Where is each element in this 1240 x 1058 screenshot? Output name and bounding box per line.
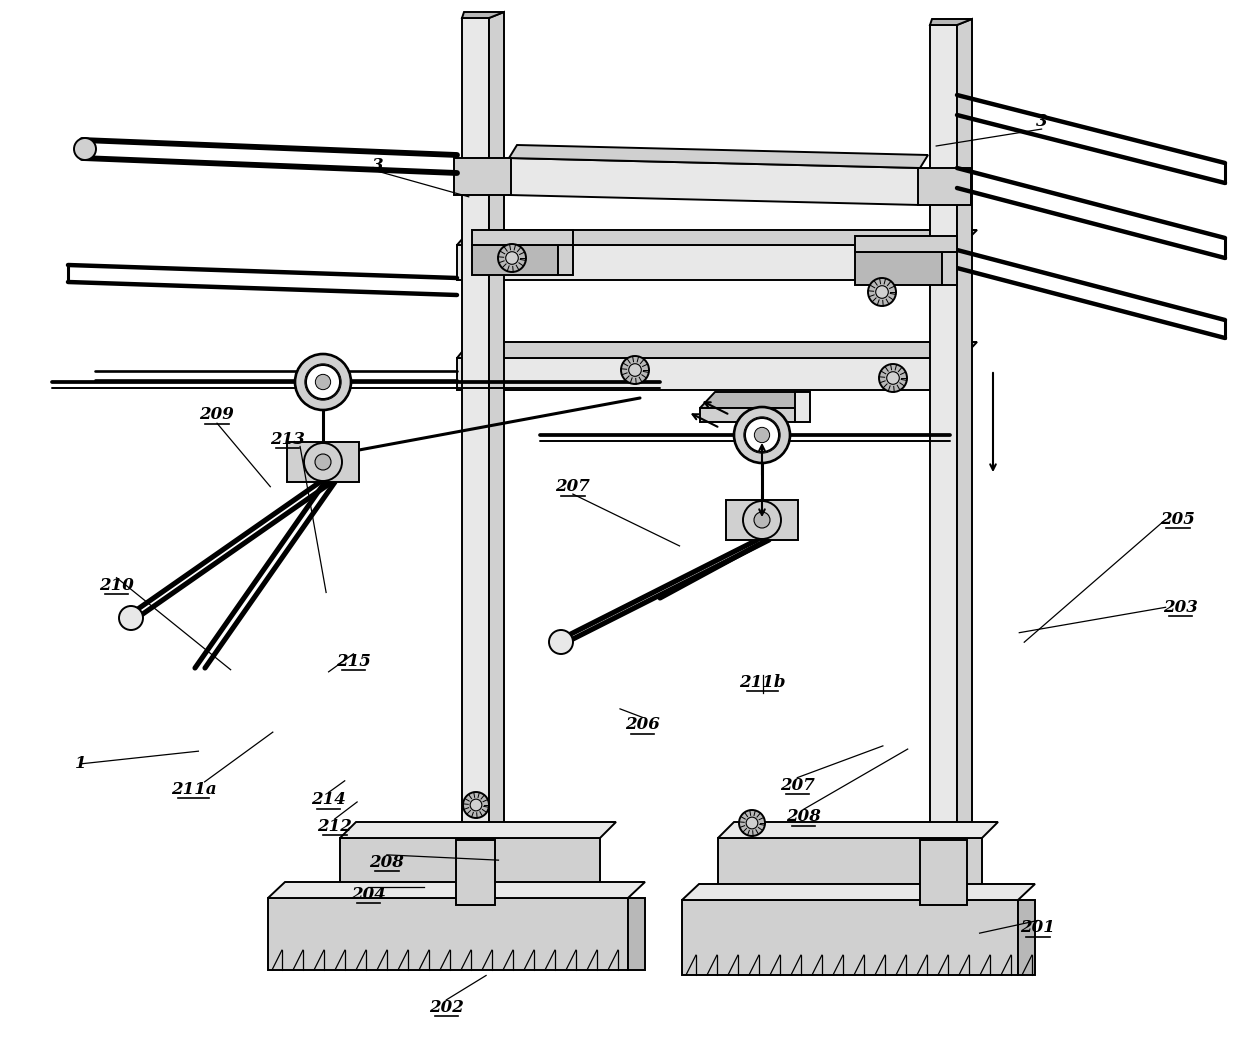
Circle shape: [629, 364, 641, 377]
Circle shape: [119, 606, 143, 630]
Text: 206: 206: [625, 716, 660, 733]
Polygon shape: [942, 252, 957, 285]
Circle shape: [879, 364, 906, 393]
Polygon shape: [458, 342, 977, 358]
Polygon shape: [558, 245, 573, 275]
Circle shape: [868, 278, 897, 306]
Circle shape: [746, 817, 758, 828]
Polygon shape: [458, 230, 977, 245]
Polygon shape: [795, 393, 810, 422]
Polygon shape: [458, 245, 962, 280]
Text: 210: 210: [99, 577, 134, 594]
Polygon shape: [930, 25, 957, 884]
Polygon shape: [489, 12, 503, 889]
Polygon shape: [454, 158, 511, 195]
Polygon shape: [682, 884, 1035, 900]
Text: 211a: 211a: [171, 781, 216, 798]
Text: 3: 3: [1035, 113, 1048, 130]
Circle shape: [754, 427, 770, 442]
Polygon shape: [268, 898, 627, 970]
Text: 207: 207: [556, 478, 590, 495]
Polygon shape: [456, 840, 495, 905]
Text: 202: 202: [429, 999, 464, 1016]
Circle shape: [74, 138, 95, 160]
Circle shape: [470, 799, 482, 810]
Polygon shape: [472, 245, 558, 275]
Circle shape: [745, 418, 779, 452]
Circle shape: [621, 355, 649, 384]
Text: 3: 3: [372, 157, 384, 174]
Circle shape: [887, 371, 899, 384]
Text: 203: 203: [1163, 599, 1198, 616]
Polygon shape: [286, 442, 360, 482]
Polygon shape: [463, 18, 489, 895]
Text: 201: 201: [1021, 919, 1055, 936]
Polygon shape: [627, 898, 645, 970]
Polygon shape: [508, 158, 920, 205]
Circle shape: [734, 407, 790, 463]
Circle shape: [315, 454, 331, 470]
Circle shape: [549, 630, 573, 654]
Text: 215: 215: [336, 653, 371, 670]
Polygon shape: [463, 12, 503, 18]
Text: 209: 209: [200, 406, 234, 423]
Circle shape: [743, 501, 781, 539]
Text: 207: 207: [780, 777, 815, 794]
Polygon shape: [930, 19, 972, 25]
Polygon shape: [725, 500, 799, 540]
Polygon shape: [957, 19, 972, 879]
Circle shape: [875, 286, 888, 298]
Text: 208: 208: [370, 854, 404, 871]
Polygon shape: [472, 230, 573, 245]
Text: 205: 205: [1161, 511, 1195, 528]
Polygon shape: [701, 393, 810, 408]
Polygon shape: [268, 882, 645, 898]
Polygon shape: [920, 840, 967, 905]
Polygon shape: [918, 168, 971, 205]
Circle shape: [506, 252, 518, 264]
Polygon shape: [701, 408, 795, 422]
Text: 212: 212: [317, 818, 352, 835]
Polygon shape: [682, 900, 1018, 975]
Polygon shape: [340, 822, 616, 838]
Circle shape: [754, 512, 770, 528]
Text: 1: 1: [74, 755, 87, 772]
Polygon shape: [508, 145, 928, 168]
Text: 214: 214: [311, 791, 346, 808]
Circle shape: [739, 810, 765, 836]
Polygon shape: [340, 838, 600, 888]
Text: 204: 204: [351, 886, 386, 902]
Polygon shape: [856, 236, 957, 252]
Circle shape: [315, 375, 331, 389]
Text: 213: 213: [270, 431, 305, 448]
Circle shape: [295, 354, 351, 411]
Polygon shape: [458, 358, 962, 390]
Polygon shape: [718, 838, 982, 888]
Circle shape: [304, 443, 342, 481]
Circle shape: [306, 365, 340, 399]
Text: 208: 208: [786, 808, 821, 825]
Polygon shape: [718, 822, 998, 838]
Circle shape: [498, 244, 526, 272]
Text: 211b: 211b: [739, 674, 786, 691]
Polygon shape: [1018, 900, 1035, 975]
Polygon shape: [856, 252, 942, 285]
Circle shape: [463, 792, 489, 818]
